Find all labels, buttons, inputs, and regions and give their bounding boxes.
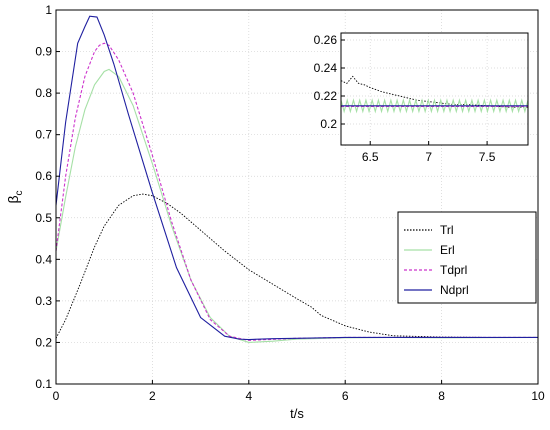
inset-plot-frame bbox=[340, 32, 529, 146]
main-y-tick-label: 0.7 bbox=[35, 128, 52, 142]
main-y-tick-label: 0.5 bbox=[35, 211, 52, 225]
legend-label-tdprl: Tdprl bbox=[440, 263, 467, 277]
main-y-tick-label: 0.6 bbox=[35, 169, 52, 183]
main-y-tick-label: 0.3 bbox=[35, 294, 52, 308]
legend: Trl Erl Tdprl Ndprl bbox=[397, 211, 537, 304]
main-x-tick-label: 0 bbox=[53, 389, 60, 403]
y-axis-label-text: βc bbox=[5, 190, 25, 203]
inset-grid bbox=[341, 33, 528, 145]
inset-x-tick-label: 6.5 bbox=[362, 150, 379, 164]
inset-series-group bbox=[340, 75, 529, 114]
main-y-tick-label: 0.2 bbox=[35, 335, 52, 349]
legend-label-erl: Erl bbox=[440, 243, 455, 257]
main-series-line-trl bbox=[55, 193, 538, 339]
main-y-tick-label: 0.4 bbox=[35, 252, 52, 266]
y-axis-label-subscript: c bbox=[14, 190, 25, 195]
inset-series-line-0 bbox=[340, 75, 528, 108]
main-y-tick-label: 1 bbox=[45, 3, 52, 17]
x-axis-label: t/s bbox=[290, 406, 304, 421]
y-axis-label: βc bbox=[5, 190, 25, 203]
inset-series-line-1 bbox=[340, 98, 529, 114]
inset-y-tick-label: 0.2 bbox=[320, 117, 337, 131]
legend-items: Trl Erl Tdprl Ndprl bbox=[404, 223, 469, 297]
main-series-group bbox=[55, 15, 539, 343]
inset-y-tick-label: 0.22 bbox=[314, 89, 338, 103]
main-plot-frame bbox=[55, 9, 539, 385]
main-x-tick-label: 2 bbox=[149, 389, 156, 403]
main-y-tick-label: 0.8 bbox=[35, 86, 52, 100]
main-x-tick-label: 8 bbox=[438, 389, 445, 403]
main-x-tick-label: 6 bbox=[342, 389, 349, 403]
inset-axes: 6.5 7 7.5 0.2 0.22 0.24 0.26 bbox=[314, 32, 529, 164]
main-ticks: 0 2 4 6 8 10 0.1 0.2 0.3 0.4 0.5 0.6 0.7 0.8 0.9 1 bbox=[35, 3, 545, 403]
main-series-line-ndprl bbox=[55, 15, 538, 341]
main-x-tick-label: 10 bbox=[531, 389, 545, 403]
inset-x-tick-label: 7.5 bbox=[479, 150, 496, 164]
main-x-tick-label: 4 bbox=[245, 389, 252, 403]
main-y-tick-label: 0.9 bbox=[35, 45, 52, 59]
main-y-tick-label: 0.1 bbox=[35, 377, 52, 391]
legend-label-trl: Trl bbox=[440, 223, 454, 237]
inset-y-tick-label: 0.24 bbox=[314, 61, 338, 75]
inset-ticks: 6.5 7 7.5 0.2 0.22 0.24 0.26 bbox=[314, 33, 496, 164]
legend-box bbox=[397, 211, 537, 304]
inset-x-tick-label: 7 bbox=[425, 150, 432, 164]
y-axis-label-symbol: β bbox=[5, 195, 21, 203]
inset-plot-area bbox=[341, 33, 528, 145]
inset-y-tick-label: 0.26 bbox=[314, 33, 338, 47]
legend-label-ndprl: Ndprl bbox=[440, 283, 469, 297]
